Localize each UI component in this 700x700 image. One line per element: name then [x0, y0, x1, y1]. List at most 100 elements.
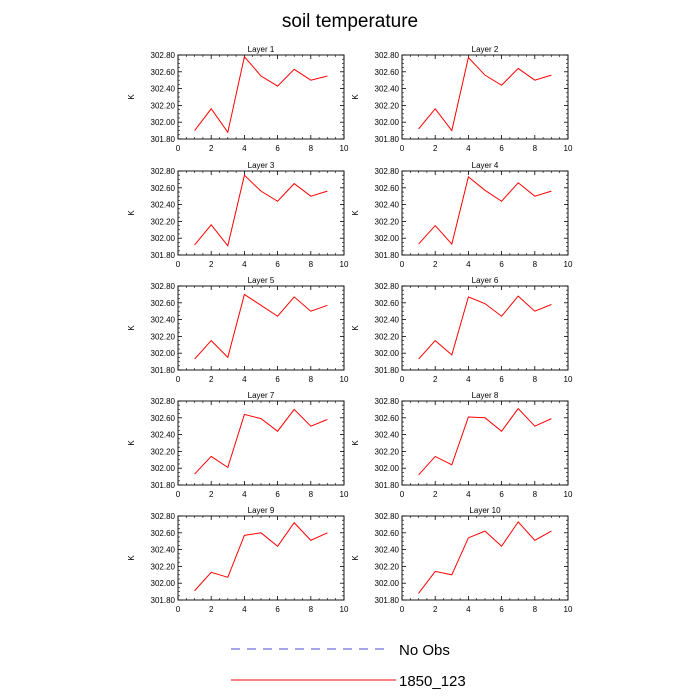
panel-title: Layer 5	[248, 276, 275, 285]
legend-label-1850-123: 1850_123	[399, 673, 466, 690]
x-tick-label: 10	[564, 260, 573, 269]
x-tick-label: 8	[533, 144, 538, 153]
y-axis-label: K	[351, 440, 360, 446]
panel-layer-8: Layer 8 K 0 2 4 6 8 10 301.80 302.00 302.20 302.40 3…	[351, 391, 573, 499]
y-axis-label: K	[127, 210, 136, 216]
x-tick-label: 10	[340, 605, 349, 614]
y-tick-label: 302.00	[151, 464, 176, 473]
y-tick-label: 302.40	[151, 431, 176, 440]
y-tick-label: 302.20	[375, 562, 400, 571]
x-tick-label: 10	[564, 144, 573, 153]
series-line-1850-123	[418, 175, 552, 246]
plot-frame	[177, 54, 345, 140]
y-tick-label: 301.80	[151, 135, 176, 144]
plot-frame	[401, 170, 569, 256]
y-tick-label: 302.80	[151, 282, 176, 291]
panel-layer-2: Layer 2 K 0 2 4 6 8 10 301.80 302.00 302.20 302.40 3…	[351, 45, 573, 153]
series-line-1850-123	[194, 174, 328, 247]
y-tick-label: 302.80	[151, 51, 176, 60]
x-tick-label: 4	[466, 144, 471, 153]
x-tick-label: 2	[433, 490, 438, 499]
panel-title: Layer 4	[472, 161, 499, 170]
x-tick-label: 0	[400, 144, 405, 153]
x-tick-label: 10	[340, 144, 349, 153]
plot-frame	[177, 285, 345, 371]
y-tick-label: 302.40	[151, 316, 176, 325]
panel-title: Layer 9	[248, 506, 275, 515]
plot-frame	[401, 285, 569, 371]
x-tick-label: 0	[176, 490, 181, 499]
x-tick-label: 4	[466, 375, 471, 384]
x-tick-label: 6	[499, 490, 504, 499]
y-axis-label: K	[351, 210, 360, 216]
y-tick-label: 302.40	[375, 201, 400, 210]
series-line-1850-123	[418, 407, 552, 476]
series-line-1850-123	[194, 55, 328, 134]
x-tick-label: 2	[433, 260, 438, 269]
x-tick-label: 6	[275, 260, 280, 269]
y-tick-label: 302.00	[375, 234, 400, 243]
y-axis-label: K	[127, 555, 136, 561]
panel-title: Layer 3	[248, 161, 275, 170]
y-tick-label: 302.40	[151, 201, 176, 210]
y-tick-label: 301.80	[151, 251, 176, 260]
y-tick-label: 302.40	[375, 431, 400, 440]
x-tick-label: 8	[309, 490, 314, 499]
y-tick-label: 302.60	[375, 529, 400, 538]
x-tick-label: 8	[309, 144, 314, 153]
x-tick-label: 4	[242, 375, 247, 384]
x-tick-label: 10	[564, 375, 573, 384]
y-tick-label: 302.20	[151, 332, 176, 341]
x-tick-label: 0	[176, 144, 181, 153]
y-tick-label: 301.80	[375, 366, 400, 375]
panel-layer-3: Layer 3 K 0 2 4 6 8 10 301.80 302.00 302.20 302.40 3…	[127, 161, 349, 269]
x-tick-label: 4	[242, 144, 247, 153]
y-tick-label: 302.40	[375, 85, 400, 94]
panel-title: Layer 6	[472, 276, 499, 285]
x-tick-label: 6	[275, 144, 280, 153]
y-tick-label: 302.60	[151, 184, 176, 193]
y-tick-label: 302.40	[151, 85, 176, 94]
y-tick-label: 302.80	[375, 282, 400, 291]
x-tick-label: 0	[400, 490, 405, 499]
x-tick-label: 0	[400, 375, 405, 384]
panel-layer-5: Layer 5 K 0 2 4 6 8 10 301.80 302.00 302.20 302.40 3…	[127, 276, 349, 384]
y-tick-label: 302.20	[375, 447, 400, 456]
x-tick-label: 8	[309, 605, 314, 614]
y-tick-label: 301.80	[151, 481, 176, 490]
x-tick-label: 0	[176, 260, 181, 269]
plot-frame	[401, 400, 569, 486]
y-tick-label: 302.00	[375, 118, 400, 127]
x-tick-label: 2	[433, 375, 438, 384]
panel-layer-7: Layer 7 K 0 2 4 6 8 10 301.80 302.00 302.20 302.40 3…	[127, 391, 349, 499]
y-tick-label: 302.60	[151, 299, 176, 308]
x-tick-label: 0	[400, 605, 405, 614]
series-line-1850-123	[194, 293, 328, 360]
x-tick-label: 4	[242, 490, 247, 499]
x-tick-label: 10	[564, 490, 573, 499]
panel-title: Layer 2	[472, 45, 499, 54]
panel-title: Layer 7	[248, 391, 275, 400]
y-axis-label: K	[351, 555, 360, 561]
plot-frame	[177, 515, 345, 601]
panel-layer-9: Layer 9 K 0 2 4 6 8 10 301.80 302.00 302.20 302.40 3…	[127, 506, 349, 614]
x-tick-label: 2	[209, 375, 214, 384]
x-tick-label: 6	[275, 605, 280, 614]
x-tick-label: 2	[209, 605, 214, 614]
x-tick-label: 10	[340, 375, 349, 384]
x-tick-label: 2	[209, 490, 214, 499]
panel-title: Layer 10	[469, 506, 501, 515]
y-tick-label: 302.80	[375, 51, 400, 60]
y-tick-label: 302.00	[151, 234, 176, 243]
legend-item-no-obs: No Obs	[231, 642, 450, 659]
panel-title: Layer 8	[472, 391, 499, 400]
series-line-1850-123	[194, 521, 328, 592]
y-tick-label: 302.00	[375, 464, 400, 473]
x-tick-label: 4	[466, 605, 471, 614]
y-tick-label: 302.60	[375, 68, 400, 77]
x-tick-label: 4	[242, 605, 247, 614]
plot-frame	[401, 54, 569, 140]
y-axis-label: K	[127, 94, 136, 100]
y-tick-label: 302.60	[151, 414, 176, 423]
y-tick-label: 302.40	[375, 316, 400, 325]
